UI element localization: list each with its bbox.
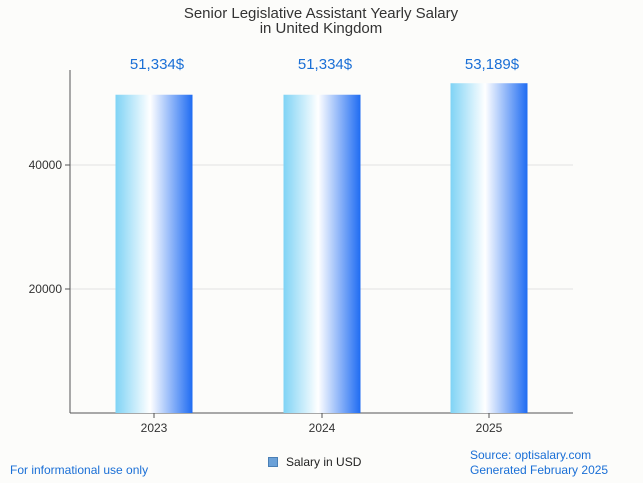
x-tick-label-2023: 2023 <box>141 421 168 435</box>
legend: Salary in USD <box>268 455 361 469</box>
y-tick-label-20000: 20000 <box>29 282 63 296</box>
y-tick-labels: 20000 40000 <box>29 158 70 296</box>
bar-2025 <box>450 83 528 413</box>
bars <box>115 83 528 414</box>
data-label-2024: 51,334$ <box>298 56 353 73</box>
y-tick-label-40000: 40000 <box>29 158 63 172</box>
data-label-2025: 53,189$ <box>465 56 520 73</box>
disclaimer-note: For informational use only <box>10 463 149 477</box>
legend-swatch <box>268 457 278 467</box>
bar-2023 <box>115 94 193 414</box>
legend-label: Salary in USD <box>286 455 362 469</box>
x-tick-label-2025: 2025 <box>476 421 503 435</box>
x-tick-labels: 2023 2024 2025 <box>141 413 503 435</box>
source-link[interactable]: Source: optisalary.com <box>470 448 592 462</box>
data-label-2023: 51,334$ <box>130 56 185 73</box>
x-tick-label-2024: 2024 <box>309 421 336 435</box>
data-labels: 51,334$ 51,334$ 53,189$ <box>130 56 520 73</box>
generated-date: Generated February 2025 <box>470 463 609 477</box>
bar-2024 <box>283 94 361 414</box>
chart-subtitle: in United Kingdom <box>260 20 383 37</box>
chart-title: Senior Legislative Assistant Yearly Sala… <box>184 5 459 22</box>
